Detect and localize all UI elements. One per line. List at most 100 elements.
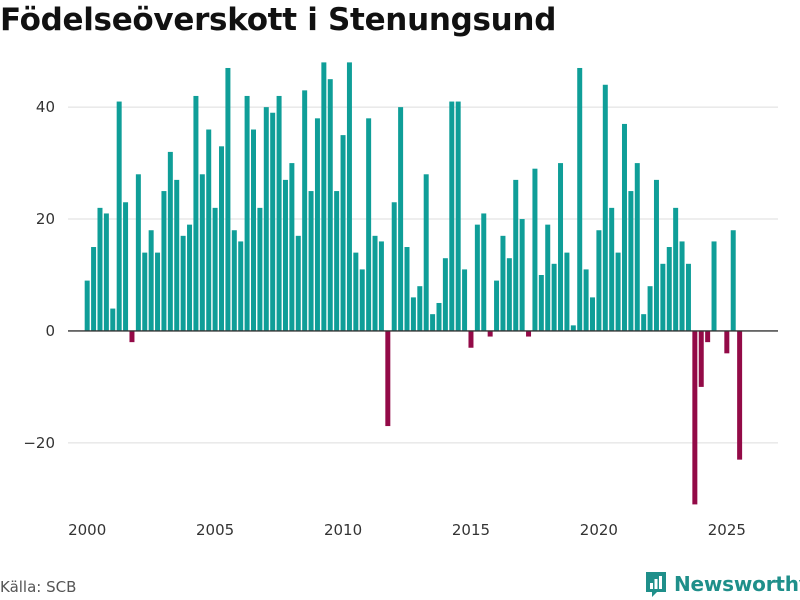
x-tick-label: 2010	[324, 521, 362, 539]
bar	[442, 258, 448, 331]
bar	[91, 247, 97, 331]
bar	[110, 308, 116, 331]
bar	[615, 252, 621, 331]
bar	[737, 330, 743, 460]
bar	[641, 314, 647, 331]
bar	[385, 330, 391, 427]
bar	[378, 241, 384, 331]
bar	[506, 258, 512, 331]
bar	[417, 286, 423, 331]
bar	[142, 252, 148, 331]
bar	[391, 202, 397, 331]
bar	[167, 151, 173, 331]
bar	[148, 230, 154, 331]
bar	[653, 179, 659, 331]
bar	[500, 235, 506, 331]
bar	[282, 179, 288, 331]
bar	[532, 168, 538, 331]
x-tick-label: 2005	[196, 521, 234, 539]
bar	[359, 269, 365, 331]
bar	[685, 263, 691, 331]
x-tick-label: 2015	[452, 521, 490, 539]
bar	[474, 224, 480, 331]
bar	[84, 280, 90, 331]
brand-logo[interactable]: Newsworthy	[644, 570, 800, 598]
bar	[679, 241, 685, 331]
x-tick-label: 2025	[708, 521, 746, 539]
y-tick-label: 40	[36, 98, 55, 116]
bar	[398, 107, 404, 331]
bar	[174, 179, 180, 331]
bar	[666, 247, 672, 331]
bar	[321, 62, 327, 331]
bar	[558, 163, 564, 331]
bar	[724, 330, 730, 354]
bar	[628, 191, 634, 331]
bar	[481, 213, 487, 331]
x-tick-label: 2020	[580, 521, 618, 539]
bar	[180, 235, 186, 331]
bar	[257, 207, 263, 331]
bar	[602, 84, 608, 331]
bar	[705, 330, 711, 343]
bar	[129, 330, 135, 343]
bar	[103, 213, 109, 331]
bar	[251, 129, 256, 331]
bar	[97, 207, 103, 331]
bar	[334, 191, 340, 331]
bar	[206, 129, 212, 331]
bar	[583, 269, 589, 331]
bar	[545, 224, 551, 331]
bar	[219, 146, 225, 331]
y-tick-label: 20	[36, 210, 55, 228]
bar	[609, 207, 615, 331]
x-tick-label: 2000	[68, 521, 106, 539]
bar	[404, 247, 410, 331]
bar	[327, 79, 333, 331]
bar	[231, 230, 237, 331]
bar	[596, 230, 602, 331]
bar	[155, 252, 161, 331]
bar	[698, 330, 704, 387]
bar	[295, 235, 301, 331]
bar	[455, 101, 461, 331]
bar	[487, 330, 493, 337]
bar	[193, 95, 199, 331]
bar	[199, 174, 205, 331]
bar	[526, 330, 532, 337]
bar	[346, 62, 352, 331]
bar	[340, 135, 346, 331]
bar	[449, 101, 455, 331]
bar	[730, 230, 736, 331]
bar	[289, 163, 295, 331]
bar	[577, 67, 583, 331]
y-tick-label: 0	[45, 322, 55, 340]
bar	[314, 118, 320, 331]
brand-name: Newsworthy	[674, 572, 800, 596]
bar	[673, 207, 679, 331]
bar	[308, 191, 314, 331]
bar	[590, 297, 595, 331]
x-axis-ticks: 2000 2005 2010 2015 2020 2025	[68, 521, 746, 539]
bar	[692, 330, 698, 505]
bar	[436, 302, 442, 331]
newsworthy-logo-icon	[646, 572, 666, 597]
y-axis-ticks: −20 0 20 40	[23, 98, 55, 452]
bar	[634, 163, 640, 331]
bar	[513, 179, 519, 331]
bar	[468, 330, 474, 348]
bar	[410, 297, 416, 331]
bar	[423, 174, 429, 331]
bar	[187, 224, 193, 331]
bar	[570, 325, 576, 331]
source-note: Källa: SCB	[0, 578, 77, 596]
bar	[212, 207, 218, 331]
bar	[660, 263, 666, 331]
bar	[564, 252, 570, 331]
bar	[372, 235, 378, 331]
bar	[270, 112, 276, 331]
bar	[135, 174, 141, 331]
bar	[238, 241, 244, 331]
bars	[84, 62, 743, 505]
